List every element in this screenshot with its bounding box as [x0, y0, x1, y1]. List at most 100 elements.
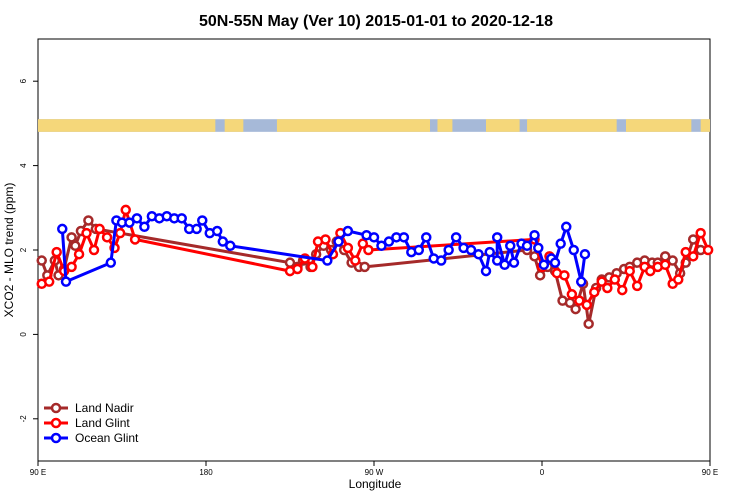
- data-point-land-glint: [596, 276, 607, 287]
- data-point-land-glint: [73, 248, 85, 260]
- data-point-land-glint: [43, 276, 55, 287]
- data-point-ocean-glint: [60, 276, 72, 287]
- data-point-land-glint: [680, 246, 691, 258]
- legend-item-ocean-glint: Ocean Glint: [44, 431, 139, 445]
- data-point-ocean-glint: [333, 236, 344, 247]
- data-point-ocean-glint: [191, 223, 202, 235]
- data-point-land-glint: [624, 265, 635, 277]
- legend-item-land-glint: Land Glint: [44, 416, 130, 430]
- series-ocean-glint: [57, 210, 591, 287]
- data-point-ocean-glint: [443, 244, 454, 256]
- legend-marker: [50, 432, 62, 444]
- land-band-segment: [527, 119, 617, 132]
- data-point-ocean-glint: [555, 238, 566, 249]
- legend-marker: [50, 402, 62, 414]
- data-point-land-glint: [574, 295, 585, 306]
- data-point-ocean-glint: [368, 232, 380, 243]
- land-band-segment: [700, 119, 710, 132]
- land-mask-band: [38, 119, 710, 132]
- data-point-ocean-glint: [568, 244, 579, 256]
- legend-marker: [50, 417, 62, 429]
- data-point-land-glint: [659, 259, 671, 271]
- data-point-ocean-glint: [342, 225, 354, 237]
- y-tick-label: 6: [19, 78, 28, 83]
- data-point-land-nadir: [570, 303, 581, 315]
- land-band-segment: [626, 119, 692, 132]
- data-point-land-glint: [617, 284, 628, 296]
- data-point-land-glint: [357, 238, 369, 249]
- data-point-ocean-glint: [139, 221, 150, 233]
- data-point-ocean-glint: [575, 276, 587, 287]
- x-tick-label: 90 E: [30, 468, 46, 477]
- chart-title: 50N-55N May (Ver 10) 2015-01-01 to 2020-…: [199, 13, 553, 30]
- data-point-ocean-glint: [579, 248, 591, 260]
- data-point-ocean-glint: [529, 229, 540, 241]
- data-point-ocean-glint: [322, 255, 333, 266]
- data-point-ocean-glint: [124, 217, 135, 228]
- data-point-land-glint: [631, 280, 643, 292]
- data-point-ocean-glint: [383, 236, 395, 247]
- data-point-land-glint: [320, 234, 331, 245]
- data-point-land-glint: [66, 261, 77, 273]
- data-point-land-glint: [559, 270, 570, 281]
- data-point-land-nadir: [534, 270, 546, 281]
- data-point-ocean-glint: [376, 240, 387, 252]
- data-point-land-glint: [673, 274, 684, 285]
- y-tick-label: 2: [19, 247, 28, 252]
- x-tick-label: 0: [540, 468, 545, 477]
- data-point-ocean-glint: [413, 244, 425, 256]
- data-point-ocean-glint: [549, 257, 561, 268]
- data-point-land-glint: [342, 242, 354, 254]
- data-point-land-glint: [566, 289, 578, 300]
- data-point-land-nadir: [83, 215, 94, 226]
- legend-item-land-nadir: Land Nadir: [44, 401, 134, 415]
- data-point-land-glint: [350, 255, 361, 266]
- x-tick-label: 90 W: [365, 468, 384, 477]
- x-axis-label: Longitude: [349, 477, 402, 491]
- data-point-ocean-glint: [465, 244, 477, 256]
- data-point-ocean-glint: [57, 223, 68, 235]
- data-point-land-nadir: [687, 234, 699, 245]
- data-point-land-glint: [645, 265, 656, 277]
- land-band-segment: [38, 119, 216, 132]
- data-point-land-glint: [129, 234, 141, 245]
- land-band-segment: [437, 119, 453, 132]
- data-point-land-nadir: [359, 261, 370, 273]
- y-tick-label: -2: [19, 415, 28, 423]
- legend-label: Land Nadir: [75, 401, 134, 415]
- data-point-land-glint: [88, 244, 100, 256]
- data-point-land-glint: [687, 251, 699, 262]
- data-point-ocean-glint: [217, 236, 229, 247]
- data-point-ocean-glint: [484, 246, 495, 258]
- data-point-ocean-glint: [197, 215, 208, 226]
- data-point-ocean-glint: [561, 221, 572, 233]
- data-point-ocean-glint: [473, 248, 484, 260]
- data-point-ocean-glint: [538, 259, 550, 271]
- legend-label: Land Glint: [75, 416, 130, 430]
- data-point-ocean-glint: [521, 240, 533, 252]
- data-point-ocean-glint: [435, 255, 447, 266]
- data-point-land-glint: [94, 223, 105, 235]
- data-point-land-nadir: [66, 232, 77, 243]
- series-layer: [36, 204, 714, 330]
- y-tick-label: 4: [19, 163, 28, 168]
- data-point-ocean-glint: [499, 259, 510, 271]
- data-point-land-glint: [292, 263, 303, 275]
- data-point-land-glint: [51, 246, 62, 258]
- data-point-land-glint: [307, 261, 318, 273]
- data-point-ocean-glint: [398, 232, 410, 243]
- data-point-land-glint: [114, 227, 126, 239]
- data-point-land-glint: [120, 204, 131, 216]
- legend-label: Ocean Glint: [75, 431, 139, 445]
- data-point-land-glint: [581, 299, 593, 311]
- x-tick-label: 90 E: [702, 468, 718, 477]
- land-band-segment: [224, 119, 244, 132]
- data-point-ocean-glint: [225, 240, 236, 252]
- land-band-segment: [486, 119, 520, 132]
- x-tick-label: 180: [199, 468, 213, 477]
- data-point-ocean-glint: [105, 257, 117, 268]
- data-point-ocean-glint: [480, 265, 492, 277]
- data-point-land-glint: [101, 232, 113, 243]
- land-band-segment: [276, 119, 430, 132]
